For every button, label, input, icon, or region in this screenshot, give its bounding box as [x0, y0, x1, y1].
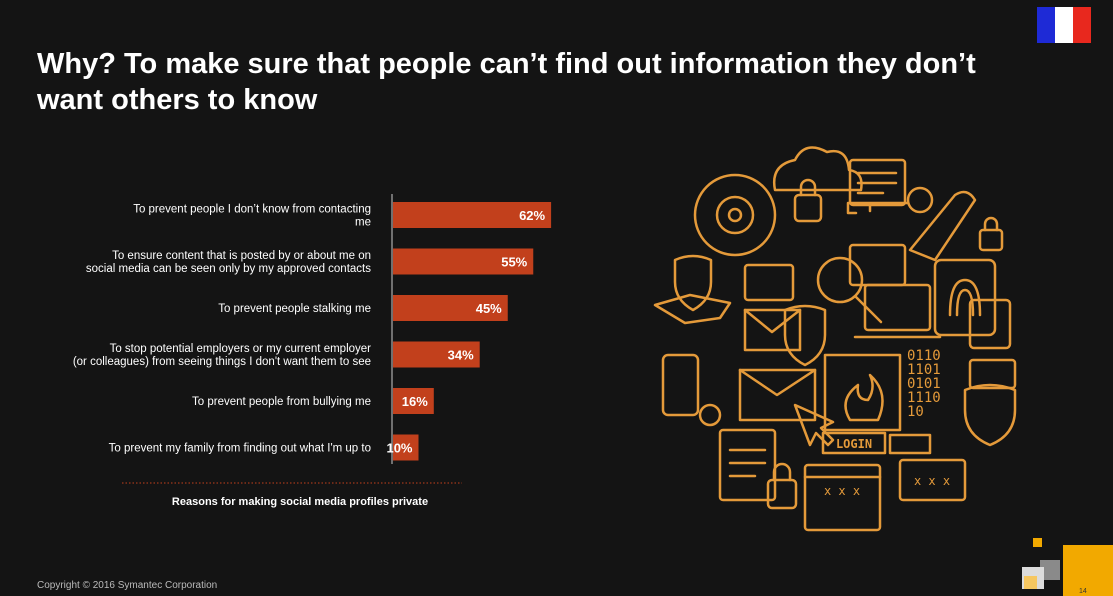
chip-icon [968, 298, 1012, 350]
padlock-bottom-shackle [772, 462, 792, 482]
usb-icon [908, 190, 977, 262]
hand-card-icon [653, 293, 732, 325]
phone-icon [661, 353, 700, 417]
flag-stripe-blue [1037, 7, 1055, 43]
copyright-text: Copyright © 2016 Symantec Corporation [37, 580, 218, 591]
category-label: social media can be seen only by my appr… [86, 263, 371, 275]
bar-value-label: 55% [501, 255, 527, 270]
card-icon [888, 433, 932, 455]
category-label: To prevent people stalking me [218, 303, 371, 315]
user-monitor-icon [848, 243, 907, 287]
category-label: To ensure content that is posted by or a… [112, 250, 371, 262]
flag-stripe-red [1073, 7, 1091, 43]
bar [393, 295, 508, 321]
disc-inner [715, 195, 755, 235]
binary-line: 1110 [907, 390, 941, 406]
document-bottom-icon [718, 428, 777, 502]
fingerprint-lines [948, 278, 982, 317]
asterisks-2: x x x [914, 474, 950, 488]
login-field [821, 431, 887, 455]
padlock-small-icon [978, 228, 1004, 252]
bar-chart: 62% To prevent people I don’t know from c… [73, 194, 552, 484]
padlock-small-shackle [983, 216, 999, 232]
france-flag-icon [1037, 7, 1091, 43]
credit-card-icon [968, 358, 1017, 390]
shield-icon [673, 254, 713, 312]
asterisks-1: x x x [824, 484, 860, 498]
key-shaft [846, 201, 910, 215]
binary-line: 10 [907, 404, 924, 420]
category-label: To prevent my family from finding out wh… [109, 443, 371, 455]
document-icon [848, 158, 907, 207]
bar-value-label: 45% [476, 301, 502, 316]
padlock-bottom-icon [766, 478, 798, 510]
bar [393, 341, 480, 368]
password-window-icon [803, 463, 882, 532]
bar-value-label: 10% [386, 441, 412, 456]
envelope-laptop-flap [738, 368, 817, 397]
binary-line: 0110 [907, 348, 941, 364]
disc-center [727, 207, 743, 223]
category-label: To stop potential employers or my curren… [110, 343, 372, 355]
bar [393, 388, 434, 414]
corner-square-5 [1024, 576, 1037, 589]
firewall-icon [823, 353, 902, 432]
page-number: 14 [1079, 588, 1087, 595]
bar-value-label: 34% [448, 348, 474, 363]
cursor-icon [793, 403, 835, 447]
mail-flap [743, 308, 802, 334]
bar-value-label: 62% [519, 208, 545, 223]
magnifier-icon [816, 256, 864, 304]
corner-square-2 [1063, 545, 1113, 596]
category-label: (or colleagues) from seeing things I don… [73, 356, 371, 368]
padlock-icon [793, 193, 823, 223]
shield-mail-icon [783, 304, 827, 367]
fingerprint-icon [933, 258, 997, 337]
shield-right-icon [963, 383, 1017, 447]
binary-line: 0101 [907, 376, 941, 392]
binary-line: 1101 [907, 362, 941, 378]
key-icon [906, 186, 934, 214]
bar [393, 248, 534, 275]
envelope-laptop-icon [738, 368, 817, 422]
document-bottom-lines [728, 448, 767, 478]
bar [393, 202, 552, 228]
laptop-icon [863, 283, 932, 332]
cloud-icon [772, 146, 863, 192]
gear-icon [698, 403, 722, 427]
padlock-shackle [799, 178, 817, 197]
firewall-flame [844, 373, 884, 422]
login-label: LOGIN [836, 437, 872, 451]
document-lines [856, 171, 898, 195]
corner-square-1 [1033, 538, 1042, 547]
category-label: me [355, 217, 371, 229]
page-title: Why? To make sure that people can’t find… [37, 48, 976, 116]
password-window-2-icon [898, 458, 967, 502]
id-card-icon [743, 263, 795, 302]
chart-caption: Reasons for making social media profiles… [171, 496, 429, 508]
bar-value-label: 16% [402, 394, 428, 409]
corner-square-3 [1040, 560, 1060, 580]
flag-stripe-white [1055, 7, 1073, 43]
bar [393, 434, 419, 461]
category-label: To prevent people from bullying me [192, 396, 371, 408]
disc-icon [693, 173, 777, 257]
category-label: To prevent people I don’t know from cont… [133, 204, 371, 216]
mail-icon [743, 308, 802, 352]
magnifier-handle [854, 295, 883, 324]
